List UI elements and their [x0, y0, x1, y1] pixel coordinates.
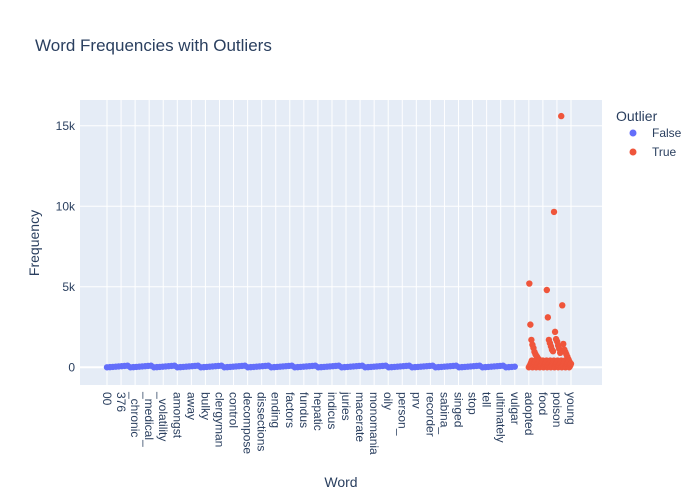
- x-tick-label: fundus: [297, 392, 311, 428]
- x-tick-label: stop: [466, 392, 480, 415]
- x-tick-label: monomania: [367, 392, 381, 455]
- x-tick-label: young: [564, 392, 578, 425]
- point-true: [543, 286, 551, 294]
- y-tick-label: 0: [68, 360, 75, 374]
- x-tick-label: 376: [114, 392, 128, 412]
- legend-marker-false: [629, 129, 637, 137]
- x-tick-label: recorder: [423, 392, 437, 437]
- x-tick-label: control: [227, 392, 241, 428]
- x-tick-label: person_: [395, 392, 409, 436]
- point-true: [550, 208, 558, 216]
- point-true: [551, 328, 559, 336]
- legend-item-true[interactable]: True: [629, 145, 677, 159]
- x-tick-label: _volatility: [156, 391, 170, 441]
- y-tick-labels: 0 5k 10k 15k: [56, 119, 76, 375]
- x-tick-label: macerate: [353, 392, 367, 442]
- x-tick-label: poison: [550, 392, 564, 427]
- point-true: [560, 340, 567, 348]
- x-tick-label: indicus: [325, 392, 339, 429]
- x-tick-label: singed: [452, 392, 466, 427]
- x-tick-label: dissections: [255, 392, 269, 451]
- x-tick-label: clergyman: [212, 392, 226, 447]
- x-tick-label: factors: [283, 392, 297, 428]
- x-tick-label: oily: [381, 392, 395, 410]
- plot-background: [80, 100, 602, 385]
- x-tick-label: bulky: [198, 392, 212, 420]
- point-true: [559, 302, 566, 309]
- point-true: [549, 347, 557, 355]
- x-tick-label: decompose: [241, 392, 255, 454]
- x-tick-label: amongst: [170, 392, 184, 439]
- x-tick-label: vulgar: [508, 392, 522, 425]
- legend-label-true: True: [652, 145, 677, 159]
- point-false: [511, 363, 518, 370]
- y-axis-label: Frequency: [26, 210, 42, 276]
- y-tick-label: 15k: [56, 119, 76, 133]
- x-tick-label: ultimately: [494, 392, 508, 443]
- x-tick-labels: 00 376 _chronic _medical_ _volatility amongst…: [100, 391, 578, 455]
- x-tick-label: hepatic: [311, 392, 325, 431]
- legend-label-false: False: [652, 126, 682, 140]
- legend-title: Outlier: [616, 108, 658, 124]
- y-tick-label: 10k: [56, 199, 76, 213]
- x-tick-label: sabina_: [437, 392, 451, 434]
- y-tick-label: 5k: [62, 280, 76, 294]
- x-tick-label: adopted: [522, 392, 536, 435]
- x-tick-label: food: [536, 392, 550, 415]
- x-tick-label: ending: [269, 392, 283, 428]
- point-true: [528, 336, 535, 344]
- point-true: [567, 360, 575, 367]
- x-tick-label: _chronic: [128, 391, 142, 437]
- data-points: [103, 112, 575, 371]
- point-true: [527, 321, 534, 328]
- grid-lines: [80, 100, 602, 385]
- point-true: [526, 280, 533, 287]
- legend[interactable]: Outlier False True: [616, 108, 682, 159]
- x-tick-label: juries: [339, 391, 353, 421]
- x-axis-label: Word: [324, 474, 357, 490]
- legend-marker-true: [629, 148, 637, 156]
- point-true: [558, 112, 565, 120]
- legend-item-false[interactable]: False: [629, 126, 682, 140]
- point-true: [544, 314, 552, 321]
- x-tick-label: prv: [409, 392, 423, 409]
- x-tick-label: 00: [100, 392, 114, 406]
- x-tick-label: tell: [480, 392, 494, 407]
- chart-title: Word Frequencies with Outliers: [35, 36, 272, 55]
- x-tick-label: away: [184, 392, 198, 420]
- x-tick-label: _medical_: [142, 391, 156, 447]
